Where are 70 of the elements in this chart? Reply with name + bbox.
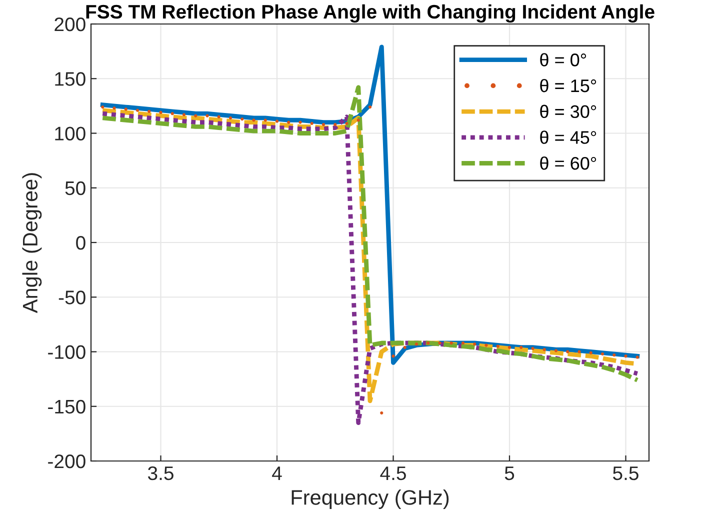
point xyxy=(380,411,384,414)
x-tick-label: 5 xyxy=(504,466,514,480)
x-tick-label: 3.5 xyxy=(148,466,174,480)
y-tick-label: -50 xyxy=(58,290,86,304)
point xyxy=(542,348,546,352)
point xyxy=(240,117,244,121)
point xyxy=(101,105,104,109)
point xyxy=(566,350,570,354)
legend-label: θ = 15° xyxy=(540,78,596,92)
y-tick-label: 100 xyxy=(55,126,86,140)
point xyxy=(392,354,395,358)
point xyxy=(334,122,337,126)
point xyxy=(287,120,290,124)
x-tick-label: 4 xyxy=(272,466,282,480)
legend-label: θ = 30° xyxy=(540,104,596,118)
point xyxy=(496,344,500,348)
point xyxy=(275,120,279,123)
point xyxy=(589,351,592,354)
point xyxy=(531,346,534,350)
y-tick-label: -100 xyxy=(48,345,86,359)
y-axis-title: Angle (Degree) xyxy=(22,173,42,314)
point xyxy=(159,110,162,114)
point xyxy=(403,346,406,349)
point xyxy=(473,342,476,346)
point xyxy=(612,353,616,357)
point xyxy=(194,114,198,118)
point xyxy=(484,344,488,347)
point xyxy=(112,106,116,110)
x-axis-title: Frequency (GHz) xyxy=(292,490,449,509)
point xyxy=(368,105,372,109)
point xyxy=(322,122,326,126)
y-tick-label: -150 xyxy=(48,400,86,414)
point xyxy=(600,352,604,356)
point xyxy=(554,349,558,352)
point xyxy=(520,346,523,349)
point xyxy=(636,356,639,359)
legend-label: θ = 0° xyxy=(540,53,586,66)
point xyxy=(124,108,128,111)
point xyxy=(182,113,186,116)
point xyxy=(450,341,453,345)
point xyxy=(206,114,209,118)
point xyxy=(508,346,512,349)
y-tick-label: -200 xyxy=(48,454,86,468)
point xyxy=(136,108,140,112)
point xyxy=(217,115,220,118)
point xyxy=(148,110,151,113)
y-tick-label: 200 xyxy=(54,17,86,32)
point xyxy=(310,122,314,125)
chart-title: FSS TM Reflection Phase Angle with Changing Incident Angle xyxy=(86,4,654,23)
point xyxy=(461,341,465,345)
x-tick-label: 4.5 xyxy=(380,466,406,480)
legend-label: θ = 45° xyxy=(540,130,596,144)
point xyxy=(438,341,442,345)
point xyxy=(264,118,267,122)
line-series xyxy=(100,44,640,365)
point xyxy=(414,342,418,346)
point xyxy=(578,350,581,354)
legend-label: θ = 60° xyxy=(540,156,596,170)
y-tick-label: 50 xyxy=(65,181,86,196)
y-tick-label: 0 xyxy=(76,236,86,250)
point xyxy=(426,341,430,345)
point xyxy=(356,118,360,122)
x-tick-label: 5.5 xyxy=(613,466,638,480)
point xyxy=(345,122,348,125)
point xyxy=(170,112,174,116)
y-tick-label: 150 xyxy=(55,72,86,86)
point xyxy=(228,116,232,120)
point xyxy=(624,354,628,358)
point xyxy=(298,120,302,124)
point xyxy=(252,118,256,122)
